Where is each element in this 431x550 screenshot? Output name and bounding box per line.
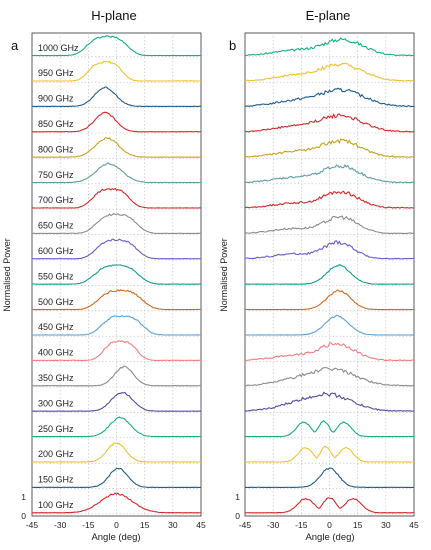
panel-title: E-plane [306,8,351,23]
x-tick-label: -15 [82,520,95,530]
trace-250ghz [32,416,202,438]
trace-400ghz [31,340,202,361]
x-axis-title: Angle (deg) [305,532,354,543]
x-tick-label: 45 [409,520,419,530]
frequency-label: 700 GHz [38,195,74,205]
frequency-label: 550 GHz [38,271,74,281]
y-tick-1: 1 [21,492,26,502]
x-tick-labels: -45 -30 -15 0 15 30 45 [26,520,206,530]
panel-letter: b [229,38,236,53]
x-tick-labels: -45 -30 -15 0 15 30 45 [239,520,419,530]
trace-150ghz [32,467,201,488]
trace-650ghz [31,212,202,234]
trace-850ghz [31,111,202,133]
trace-500ghz [244,289,415,311]
frequency-label: 650 GHz [38,221,74,231]
x-tick-label: 30 [381,520,391,530]
x-tick-label: 0 [327,520,332,530]
frequency-label: 350 GHz [38,373,74,383]
trace-850ghz [244,112,414,133]
trace-150ghz [245,467,415,488]
y-axis-title: Normalised Power [2,238,12,312]
x-tick-label: -15 [295,520,308,530]
trace-1000ghz [31,35,202,57]
frequency-label: 950 GHz [38,68,74,78]
frequency-label: 300 GHz [38,398,74,408]
trace-250ghz [245,420,415,438]
trace-550ghz [244,263,415,285]
x-tick-label: 0 [114,520,119,530]
trace-950ghz [244,62,415,82]
trace-700ghz [244,190,414,209]
trace-600ghz [244,240,415,260]
x-tick-label: 15 [353,520,363,530]
trace-450ghz [32,314,201,336]
x-tick-label: -30 [267,520,280,530]
trace-950ghz [32,60,202,82]
frequency-label: 100 GHz [38,500,74,510]
trace-650ghz [244,215,415,234]
series-group [244,37,415,514]
frequency-label: 800 GHz [38,144,74,154]
frequency-label: 750 GHz [38,170,74,180]
x-tick-label: 15 [140,520,150,530]
frequency-labels: 100 GHz 150 GHz 200 GHz 250 GHz 300 GHz 350 G… [38,43,79,510]
trace-350ghz [32,365,202,387]
trace-600ghz [31,238,202,260]
panel-h-plane: H-plane a 100 GHz 150 GHz 200 GHz 250 GHz 30… [2,8,206,543]
trace-750ghz [244,164,415,184]
trace-800ghz [31,137,202,158]
panel-title: H-plane [91,8,137,23]
frequency-label: 450 GHz [38,322,74,332]
frequency-label: 150 GHz [38,475,74,485]
trace-350ghz [244,366,415,387]
x-tick-label: -30 [54,520,67,530]
frequency-label: 600 GHz [38,246,74,256]
trace-100ghz [244,497,415,514]
x-tick-label: 30 [168,520,178,530]
trace-400ghz [244,342,415,361]
y-tick-0: 0 [235,511,240,521]
frequency-label: 850 GHz [38,119,74,129]
trace-1000ghz [244,37,415,57]
trace-300ghz [244,391,415,412]
x-axis-title: Angle (deg) [91,532,140,543]
frequency-label: 1000 GHz [38,43,79,53]
panel-e-plane: E-plane b -45 -30 -15 0 15 30 45 Angle (deg) N… [219,8,419,543]
trace-200ghz [32,442,202,463]
trace-550ghz [31,264,202,285]
series-group [31,35,202,514]
trace-700ghz [31,187,202,209]
trace-100ghz [31,492,201,514]
trace-300ghz [31,391,201,412]
trace-200ghz [244,445,415,463]
frequency-label: 900 GHz [38,94,74,104]
y-tick-0: 0 [21,511,26,521]
panel-letter: a [11,38,19,53]
trace-500ghz [31,289,201,311]
trace-800ghz [244,138,415,158]
grid [245,33,414,516]
x-tick-label: -45 [26,520,39,530]
trace-900ghz [244,87,414,108]
frequency-label: 400 GHz [38,348,74,358]
y-tick-1: 1 [235,492,240,502]
x-tick-label: -45 [239,520,252,530]
trace-900ghz [31,86,202,107]
frequency-label: 200 GHz [38,449,74,459]
y-axis-title: Normalised Power [219,238,229,312]
trace-750ghz [31,162,202,184]
x-tick-label: 45 [196,520,206,530]
frequency-label: 500 GHz [38,297,74,307]
frequency-label: 250 GHz [38,424,74,434]
trace-450ghz [245,314,415,336]
